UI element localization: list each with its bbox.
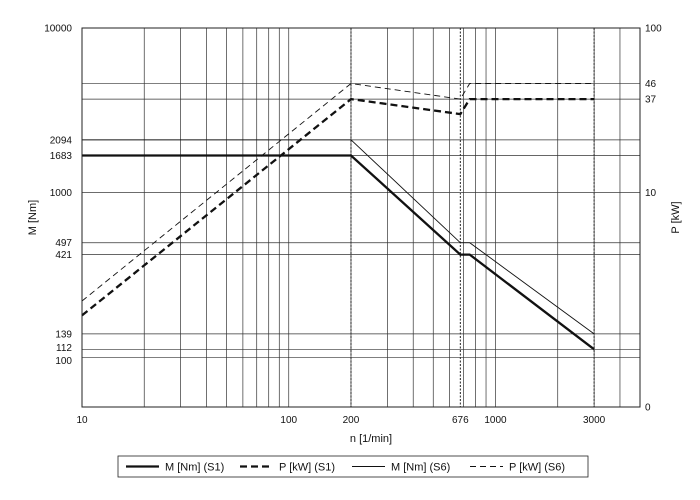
y-right-tick-label: 10: [645, 188, 657, 199]
x-tick-label: 676: [452, 415, 469, 426]
series-line-3: [82, 139, 595, 335]
y-left-tick-label: 139: [55, 329, 72, 340]
x-tick-label: 200: [343, 415, 360, 426]
legend: M [Nm] (S1) P [kW] (S1) M [Nm] (S6) P [kW] …: [117, 455, 589, 478]
y-left-tick-label: 497: [55, 238, 72, 249]
series-layer: [81, 83, 595, 351]
grid: [81, 28, 641, 407]
series-line-2: [81, 97, 595, 317]
legend-label: P [kW] (S6): [509, 462, 565, 474]
plot-frame: [81, 27, 641, 408]
y-left-tick-label: 1683: [50, 151, 73, 162]
tick-labels: 10 100 200 676 1000 3000100112139421497100016…: [44, 24, 662, 427]
y-axis-left-title: M [Nm]: [27, 200, 39, 235]
y-left-tick-label: 112: [56, 343, 72, 354]
series-line-4: [81, 83, 595, 302]
y-right-tick-label: 46: [645, 79, 657, 90]
x-tick-label: 1000: [484, 415, 507, 426]
x-tick-label: 3000: [583, 415, 606, 426]
x-axis-title: n [1/min]: [350, 433, 392, 445]
y-left-tick-label: 1000: [50, 188, 73, 199]
y-right-tick-label: 100: [645, 24, 662, 35]
legend-label: M [Nm] (S1): [165, 462, 224, 474]
y-left-tick-label: 10000: [44, 24, 72, 35]
y-right-tick-label: 0: [645, 403, 651, 414]
y-left-tick-label: 100: [55, 356, 72, 367]
y-left-tick-label: 2094: [50, 135, 73, 146]
y-left-tick-label: 421: [55, 250, 72, 261]
y-axis-right-title: P [kW]: [670, 201, 682, 233]
x-tick-label: 100: [280, 415, 297, 426]
y-right-tick-label: 37: [645, 95, 657, 106]
legend-label: M [Nm] (S6): [391, 462, 450, 474]
x-tick-label: 10: [76, 415, 88, 426]
legend-label: P [kW] (S1): [279, 462, 335, 474]
